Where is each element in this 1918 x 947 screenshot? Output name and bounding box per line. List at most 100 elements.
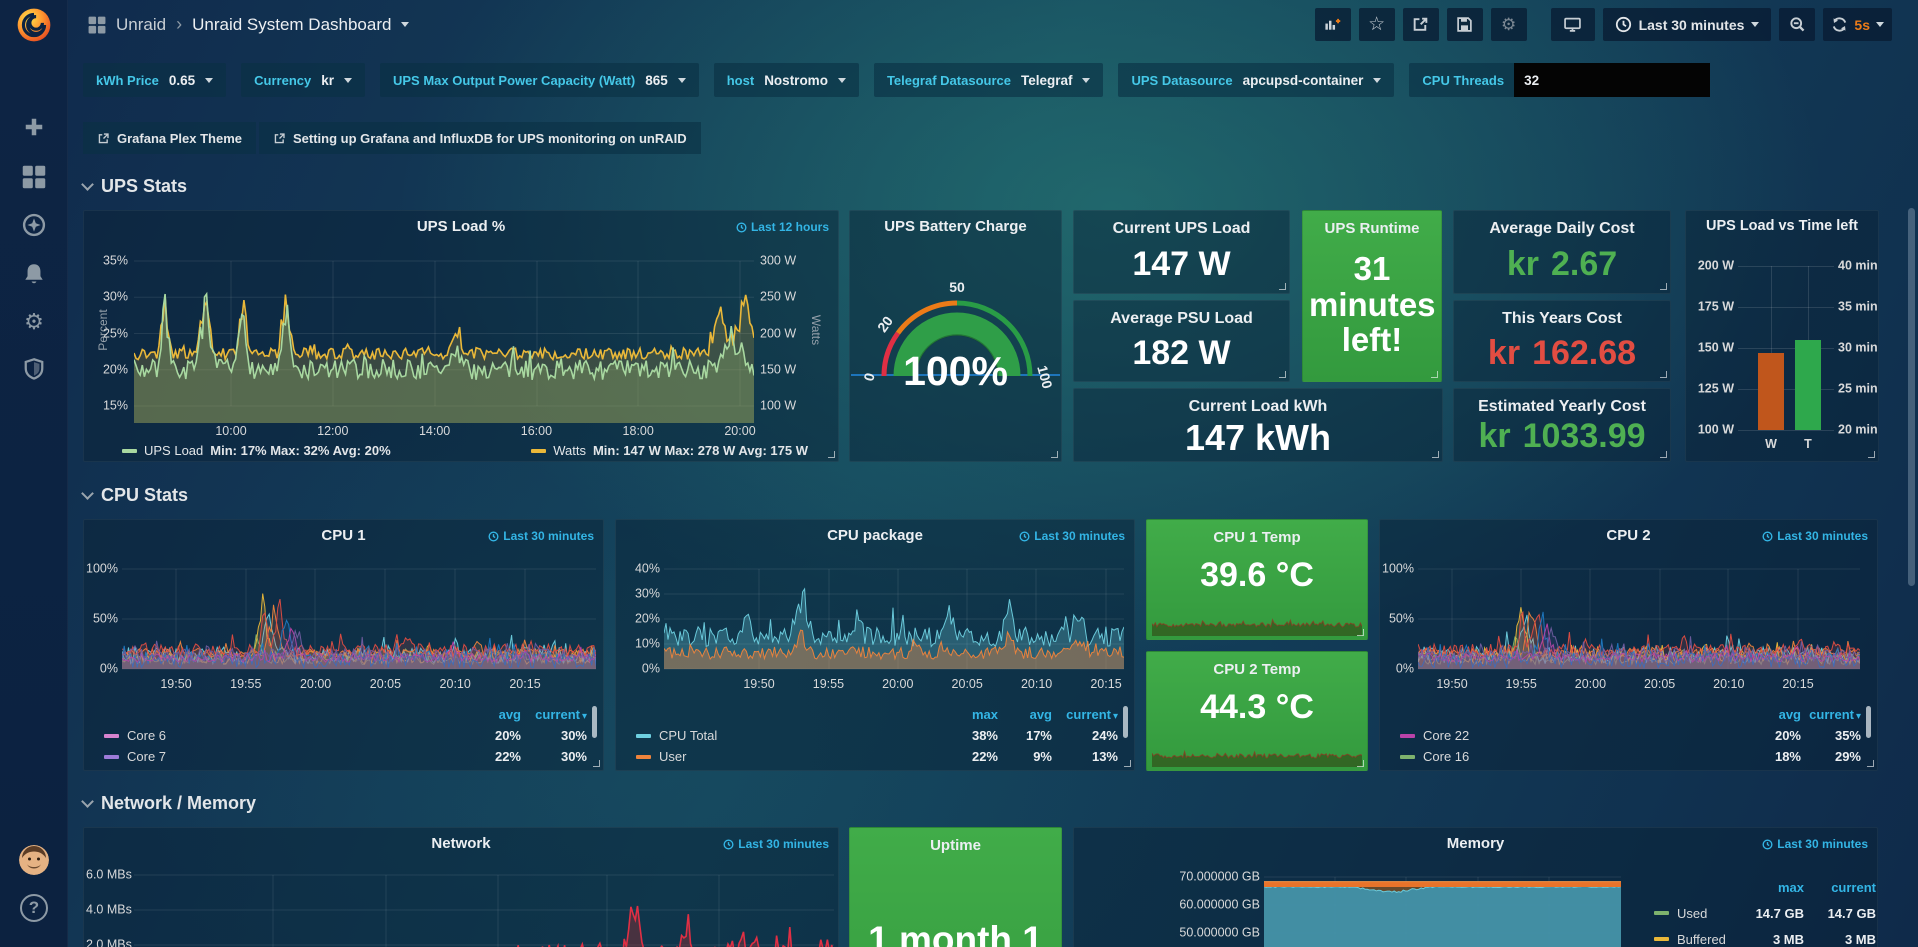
gridline — [1738, 430, 1834, 431]
cpu2-chart — [1418, 564, 1860, 676]
legend-scrollbar[interactable] — [1866, 706, 1871, 738]
axis-tick: 20:05 — [1644, 678, 1675, 691]
panel-title[interactable]: CPU 1 Temp — [1147, 529, 1367, 546]
clock-icon — [736, 222, 747, 233]
link-ups-monitoring-guide[interactable]: Setting up Grafana and InfluxDB for UPS … — [259, 122, 701, 154]
panel-title[interactable]: CPU 2 Temp — [1147, 661, 1367, 678]
axis-tick: 20:00 — [882, 678, 913, 691]
cpu1-chart — [122, 564, 596, 676]
legend-series-name[interactable]: UPS Load — [144, 443, 203, 458]
axis-tick: 18:00 — [623, 425, 654, 438]
server-admin-icon[interactable] — [22, 357, 46, 381]
variable-value[interactable]: apcupsd-container — [1243, 73, 1364, 88]
variable-kwh-price[interactable]: kWh Price0.65 — [83, 63, 226, 97]
panel-title[interactable]: UPS Battery Charge — [850, 218, 1061, 235]
variable-value[interactable]: kr — [321, 73, 334, 88]
breadcrumb-dashboard-title[interactable]: Unraid System Dashboard — [192, 15, 391, 35]
chart-legend: maxavgcurrent CPU Total38%17%24% User22%… — [636, 704, 1118, 767]
axis-tick: 70.000000 GB — [1150, 871, 1260, 884]
variable-telegraf-datasource[interactable]: Telegraf DatasourceTelegraf — [874, 63, 1104, 97]
share-dashboard-button[interactable] — [1403, 8, 1439, 41]
add-panel-button[interactable] — [1315, 8, 1351, 41]
dashboard-settings-button[interactable]: ⚙ — [1491, 8, 1527, 41]
legend-series-stats: Min: 17% Max: 32% Avg: 20% — [210, 443, 390, 458]
clock-icon — [1615, 16, 1632, 33]
variable-value[interactable]: 0.65 — [169, 73, 195, 88]
x-axis: 10:0012:0014:0016:0018:0020:00 — [231, 425, 740, 440]
panel-title[interactable]: UPS Load vs Time left — [1686, 218, 1878, 234]
grafana-logo-icon[interactable] — [15, 6, 53, 44]
link-grafana-plex-theme[interactable]: Grafana Plex Theme — [83, 122, 256, 154]
chevron-down-icon[interactable] — [401, 22, 409, 27]
axis-tick: 250 W — [760, 291, 806, 304]
variable-label: CPU Threads — [1422, 73, 1504, 88]
panel-this-years-cost: This Years Cost kr162.68 — [1453, 300, 1671, 382]
dashboards-icon[interactable] — [22, 165, 46, 189]
breadcrumb-folder[interactable]: Unraid — [116, 15, 166, 35]
panel-cpu1: CPU 1 Last 30 minutes 100%50%0% 19:5019:… — [83, 519, 604, 771]
variable-host[interactable]: hostNostromo — [714, 63, 859, 97]
user-avatar[interactable] — [19, 845, 49, 875]
panel-time-range: Last 12 hours — [736, 220, 829, 234]
panel-title[interactable]: Current UPS Load — [1074, 220, 1289, 238]
legend-col-avg[interactable]: avg — [1741, 707, 1801, 722]
axis-tick: 100 W — [760, 400, 806, 413]
section-network-memory[interactable]: Network / Memory — [83, 793, 256, 814]
section-cpu-stats[interactable]: CPU Stats — [83, 485, 188, 506]
section-ups-stats[interactable]: UPS Stats — [83, 176, 187, 197]
panel-title[interactable]: Average Daily Cost — [1454, 220, 1670, 238]
y-axis-left: 70.000000 GB60.000000 GB50.000000 GB — [1150, 877, 1260, 933]
legend-col-max[interactable]: max — [940, 707, 998, 722]
axis-tick: 20:05 — [370, 678, 401, 691]
legend-col-max[interactable]: max — [1730, 880, 1804, 895]
panel-title[interactable]: Uptime — [850, 837, 1061, 854]
cycle-view-mode-button[interactable] — [1551, 8, 1595, 41]
explore-icon[interactable] — [22, 213, 46, 237]
panel-title[interactable]: Average PSU Load — [1074, 310, 1289, 328]
axis-tick: 2.0 MBs — [86, 939, 128, 947]
variable-ups-max-output[interactable]: UPS Max Output Power Capacity (Watt)865 — [380, 63, 699, 97]
legend-swatch — [1400, 755, 1415, 759]
legend-swatch — [636, 734, 651, 738]
variable-currency[interactable]: Currencykr — [241, 63, 365, 97]
create-icon[interactable] — [22, 115, 46, 139]
panel-memory: Memory Last 30 minutes 70.000000 GB60.00… — [1073, 827, 1878, 947]
legend-col-avg[interactable]: avg — [461, 707, 521, 722]
variable-value[interactable]: 865 — [645, 73, 668, 88]
configuration-icon[interactable]: ⚙ — [22, 310, 46, 334]
legend-series-name[interactable]: Watts — [553, 443, 586, 458]
axis-tick: 19:50 — [160, 678, 191, 691]
zoom-out-time-button[interactable] — [1779, 8, 1815, 41]
legend-col-current[interactable]: current — [1801, 707, 1861, 722]
panel-title[interactable]: UPS Load % — [84, 218, 838, 235]
panel-title[interactable]: UPS Runtime — [1303, 220, 1441, 237]
panel-title[interactable]: This Years Cost — [1454, 310, 1670, 328]
time-range-picker[interactable]: Last 30 minutes — [1603, 8, 1772, 41]
variable-ups-datasource[interactable]: UPS Datasourceapcupsd-container — [1118, 63, 1394, 97]
help-icon[interactable]: ? — [20, 894, 48, 922]
refresh-picker[interactable]: 5s — [1823, 8, 1892, 41]
legend-row: CPU Total38%17%24% — [636, 725, 1118, 746]
legend-scrollbar[interactable] — [1123, 706, 1128, 738]
variable-value[interactable]: Telegraf — [1021, 73, 1073, 88]
page-scrollbar[interactable] — [1908, 208, 1915, 586]
axis-tick: 0% — [618, 663, 660, 676]
star-dashboard-button[interactable]: ☆ — [1359, 8, 1395, 41]
legend-col-current[interactable]: current — [1804, 880, 1876, 895]
legend-col-current[interactable]: current — [521, 707, 587, 722]
axis-tick: 6.0 MBs — [86, 869, 128, 882]
panel-time-range: Last 30 minutes — [488, 529, 594, 543]
legend-col-current[interactable]: current — [1052, 707, 1118, 722]
panel-title[interactable]: Estimated Yearly Cost — [1454, 398, 1670, 416]
panel-title[interactable]: Current Load kWh — [1074, 398, 1442, 416]
alerting-icon[interactable] — [22, 262, 46, 286]
variable-value[interactable]: Nostromo — [764, 73, 828, 88]
legend-scrollbar[interactable] — [592, 706, 597, 738]
legend-col-avg[interactable]: avg — [998, 707, 1052, 722]
stat-value: 39.6 °C — [1147, 556, 1367, 595]
panel-ups-battery-charge: UPS Battery Charge 0 20 50 100 100% — [849, 210, 1062, 462]
save-dashboard-button[interactable] — [1447, 8, 1483, 41]
panel-title[interactable]: Memory — [1074, 835, 1877, 852]
link-label: Setting up Grafana and InfluxDB for UPS … — [293, 131, 687, 146]
cpu-threads-input[interactable] — [1514, 63, 1710, 97]
